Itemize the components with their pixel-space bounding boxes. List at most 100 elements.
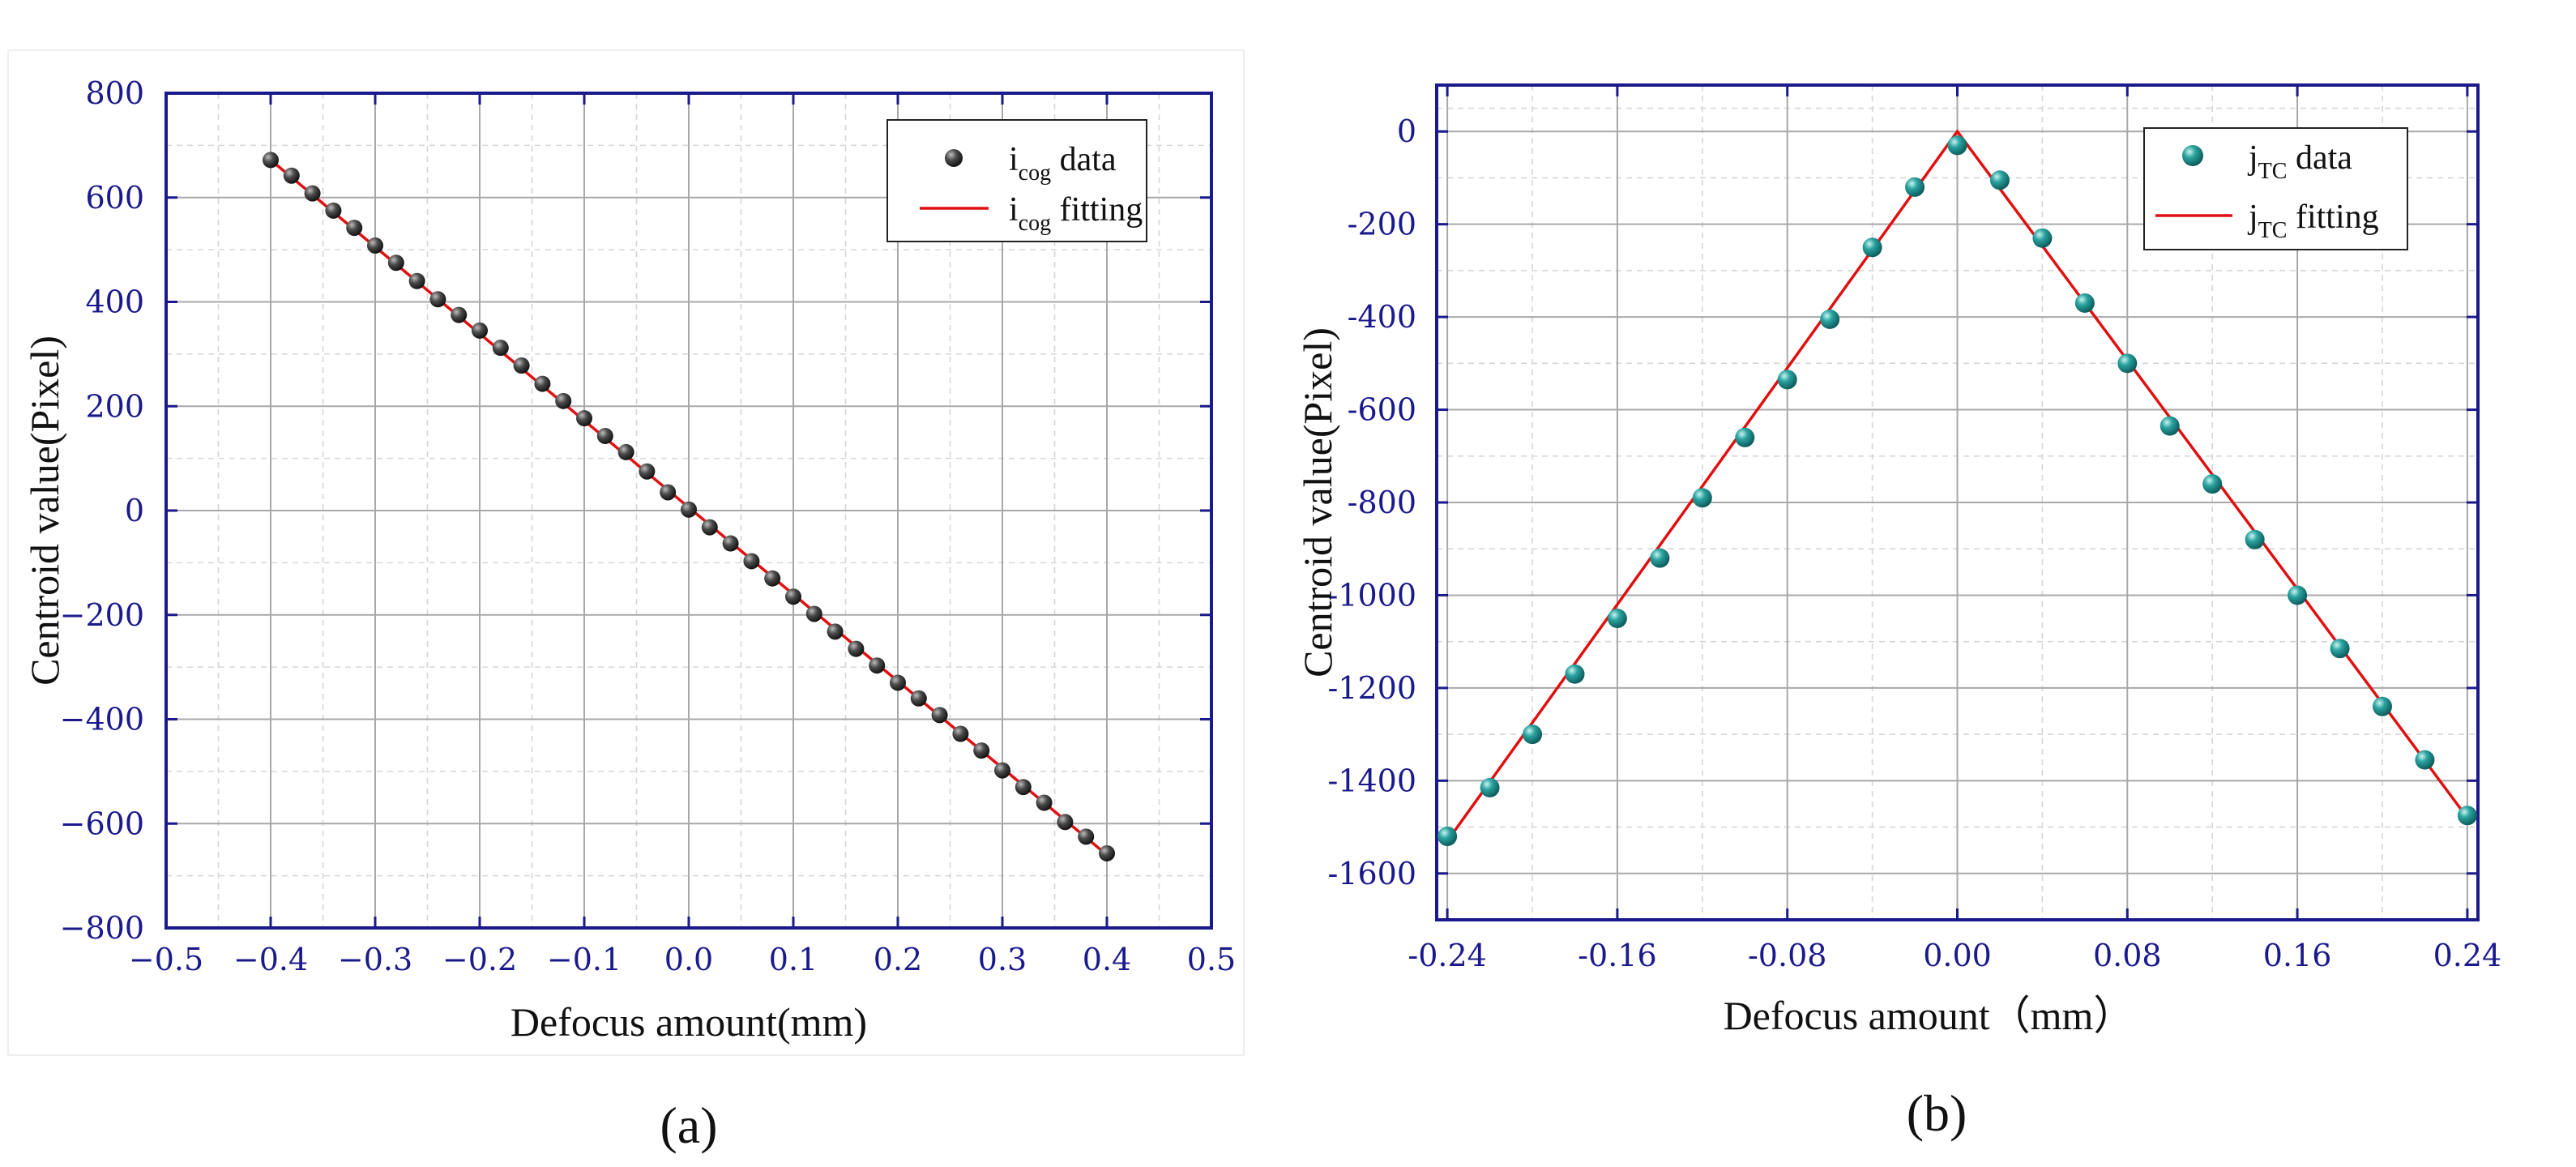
data-point: [2288, 585, 2308, 605]
panel-a-data-series: [263, 152, 1115, 861]
panel-b-legend-marker: [2182, 145, 2203, 166]
data-point: [1735, 427, 1755, 447]
data-point: [1438, 827, 1458, 846]
data-point: [1820, 309, 1840, 329]
panel-a-y-tick-labels: −800 −600 −400 −200 0 200 400 600 800: [60, 75, 144, 946]
x-tick-label: 0.16: [2263, 938, 2332, 973]
x-tick-label: −0.4: [233, 942, 308, 977]
data-point: [2117, 353, 2138, 374]
data-point: [304, 185, 321, 202]
data-point: [910, 690, 927, 707]
x-tick-label: -0.16: [1578, 938, 1656, 973]
panel-a-ticks: [164, 92, 1213, 930]
y-tick-label: −600: [60, 806, 144, 841]
panel-b-legend: jTC data jTC fitting: [2143, 127, 2408, 250]
x-tick-label: 0.2: [874, 942, 922, 977]
x-tick-label: 0.4: [1083, 942, 1131, 977]
data-point: [1015, 779, 1032, 796]
y-tick-label: -600: [1348, 392, 1416, 428]
panel-a-y-axis-title: Centroid value(Pixel): [22, 336, 67, 686]
data-point: [1862, 237, 1882, 258]
data-point: [492, 340, 509, 357]
data-point: [2330, 639, 2350, 659]
data-point: [1650, 548, 1670, 568]
data-point: [2245, 529, 2265, 549]
x-tick-label: 0.3: [978, 942, 1027, 977]
x-tick-label: −0.3: [338, 942, 412, 977]
data-point: [534, 375, 551, 392]
data-point: [848, 640, 865, 657]
panel-a-legend-box: [886, 119, 1147, 242]
data-point: [513, 357, 530, 374]
data-point: [283, 167, 300, 184]
panel-a-legend: icog data icog fitting: [886, 119, 1147, 242]
panel-b-legend-fit-label: jTC fitting: [2247, 199, 2379, 243]
data-point: [701, 519, 718, 536]
data-point: [263, 152, 279, 169]
y-tick-label: -1000: [1327, 577, 1416, 613]
x-tick-label: 0.00: [1923, 938, 1992, 973]
panel-b-label: (b): [1907, 1084, 1967, 1142]
data-point: [1099, 844, 1115, 861]
x-tick-label: 0.0: [664, 942, 713, 977]
data-point: [1692, 488, 1712, 508]
data-point: [346, 220, 363, 237]
panel-a-border: [7, 49, 1245, 1056]
panel-b-legend-box: [2143, 127, 2408, 250]
data-point: [1905, 177, 1925, 197]
data-point: [325, 202, 342, 219]
data-point: [2415, 750, 2435, 770]
data-point: [639, 463, 656, 480]
data-point: [2457, 806, 2477, 826]
data-point: [1057, 814, 1074, 831]
chart-panel-b: -0.24 -0.16 -0.08 0.00 0.08 0.16 0.24 0 -200 -40…: [1295, 83, 2501, 1142]
data-point: [743, 553, 760, 570]
data-point: [2032, 228, 2053, 248]
chart-panel-a: −0.5 −0.4 −0.3 −0.2 −0.1 0.0 0.1 0.2 0.3 0.4 0.5 −…: [7, 49, 1245, 1154]
data-point: [1989, 170, 2010, 190]
y-tick-label: −800: [60, 910, 144, 946]
panel-b-y-axis-title: Centroid value(Pixel): [1295, 327, 1340, 678]
data-point: [785, 588, 801, 605]
data-point: [576, 410, 592, 427]
panel-a-legend-marker: [945, 149, 963, 167]
panel-a-legend-fit-label: icog fitting: [1009, 191, 1143, 236]
data-point: [1565, 664, 1585, 684]
data-point: [429, 291, 446, 308]
data-point: [2159, 416, 2180, 436]
data-point: [617, 443, 634, 460]
data-point: [931, 707, 948, 724]
data-point: [2202, 474, 2223, 494]
data-point: [973, 742, 990, 759]
data-point: [596, 427, 613, 444]
data-point: [1523, 725, 1543, 745]
panel-b-legend-data-label: jTC data: [2247, 139, 2352, 184]
y-tick-label: 200: [85, 388, 144, 424]
data-point: [451, 306, 468, 323]
panel-a-legend-data-label: icog data: [1009, 141, 1117, 186]
x-tick-label: −0.2: [442, 942, 517, 977]
panel-b-x-tick-labels: -0.24 -0.16 -0.08 0.00 0.08 0.16 0.24: [1408, 938, 2501, 973]
data-point: [764, 570, 781, 587]
x-tick-label: 0.5: [1187, 942, 1236, 977]
y-tick-label: 0: [1397, 113, 1416, 149]
data-point: [1036, 794, 1053, 811]
x-tick-label: −0.1: [547, 942, 622, 977]
data-point: [1078, 828, 1095, 845]
data-point: [952, 725, 969, 742]
data-point: [555, 392, 572, 409]
data-point: [2074, 293, 2095, 313]
data-point: [1777, 370, 1797, 390]
data-point: [890, 674, 906, 691]
y-tick-label: 0: [125, 493, 144, 528]
y-tick-label: -1200: [1327, 670, 1416, 706]
y-tick-label: -1400: [1327, 763, 1416, 798]
data-point: [408, 272, 425, 289]
x-tick-label: 0.24: [2433, 938, 2502, 973]
y-tick-label: −400: [60, 702, 144, 737]
data-point: [2372, 696, 2392, 716]
data-point: [722, 535, 739, 552]
y-tick-label: 800: [85, 75, 144, 111]
panel-a-x-axis-title: Defocus amount(mm): [511, 999, 867, 1045]
y-tick-label: -800: [1348, 485, 1416, 520]
